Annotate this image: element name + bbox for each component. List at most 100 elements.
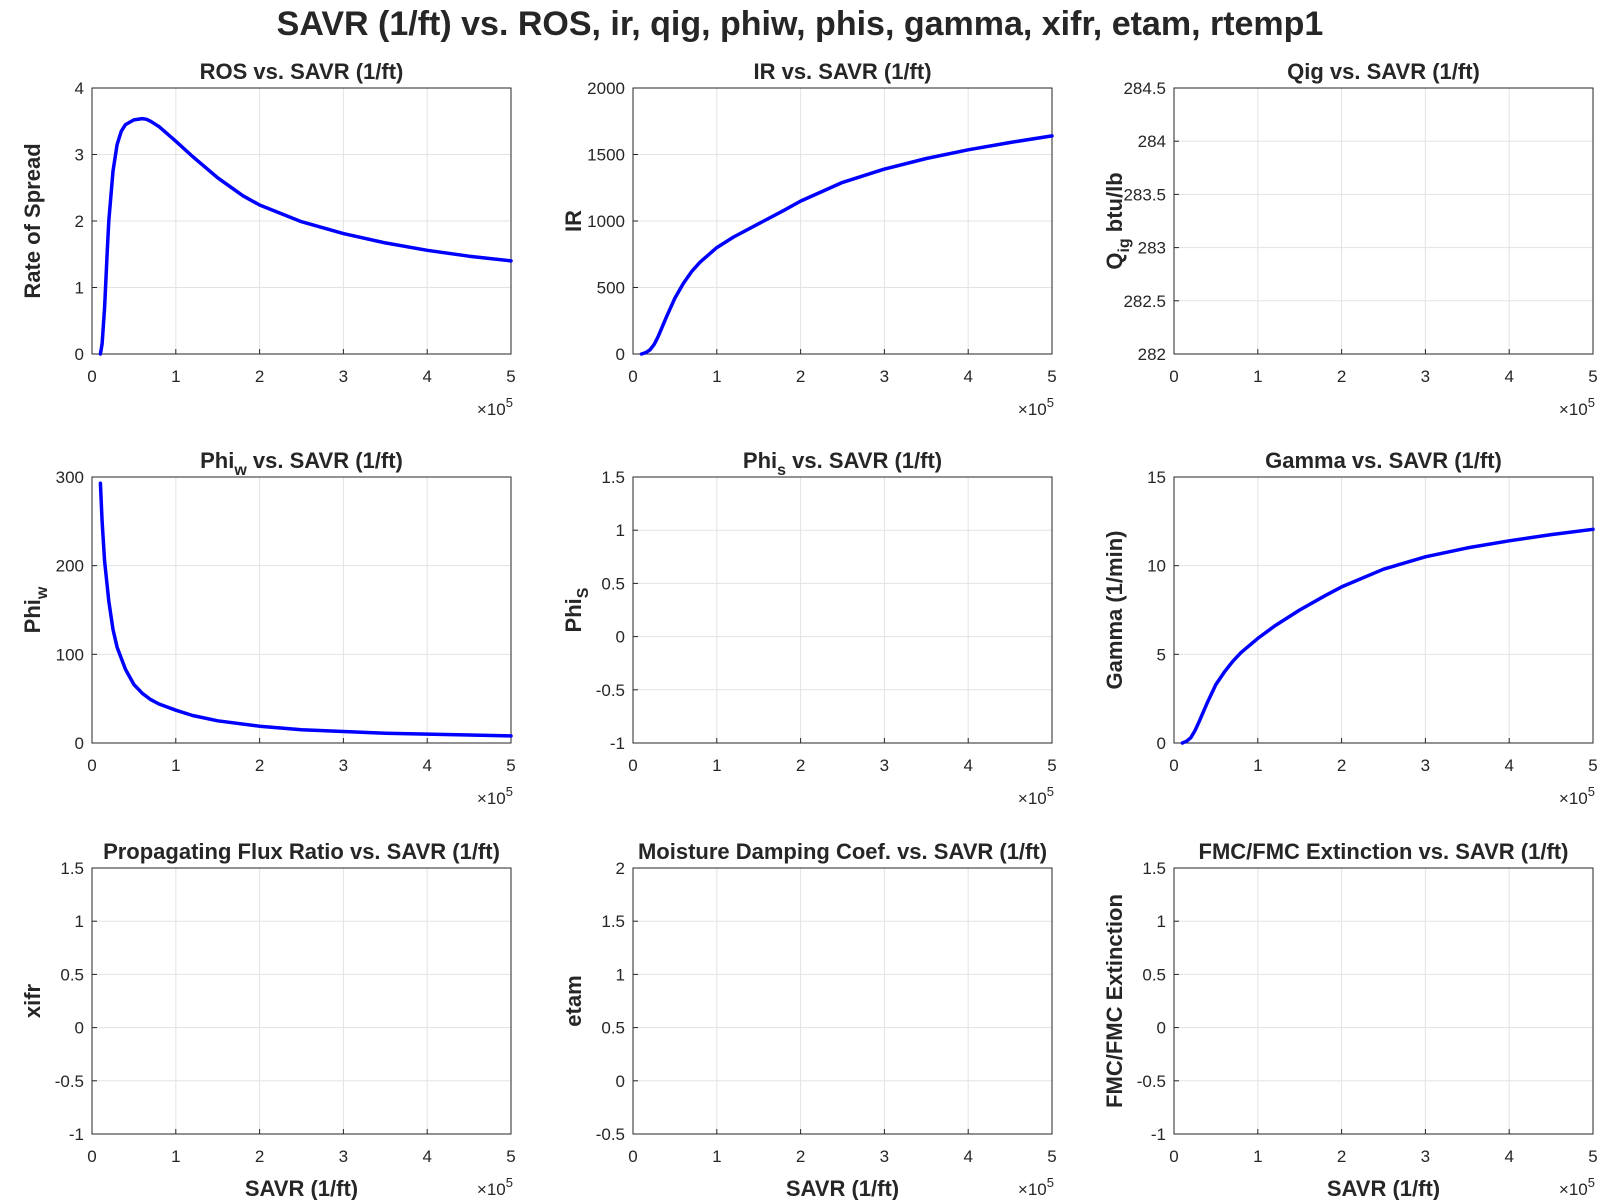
y-tick-label: 1	[616, 521, 625, 540]
y-tick-label: -0.5	[596, 681, 625, 700]
y-tick-label: 15	[1147, 468, 1166, 487]
x-tick-label: 4	[422, 756, 431, 775]
plot-border	[91, 476, 512, 744]
x-tick-label: 1	[171, 756, 180, 775]
x-exponent-label: ×105	[477, 784, 513, 808]
y-tick-label: 1500	[587, 146, 625, 165]
x-tick-label: 3	[339, 756, 348, 775]
y-axis-label: Rate of Spread	[20, 143, 45, 298]
y-tick-label: 1.5	[60, 859, 84, 878]
subplot-title: IR vs. SAVR (1/ft)	[753, 59, 931, 84]
y-tick-label: 1	[1157, 912, 1166, 931]
x-tick-label: 0	[1169, 756, 1178, 775]
x-tick-label: 5	[506, 367, 515, 386]
plot-border	[1173, 87, 1594, 355]
series-line	[639, 134, 1054, 356]
x-tick-label: 0	[628, 367, 637, 386]
x-exponent-label: ×105	[1018, 784, 1054, 808]
y-tick-label: 4	[75, 79, 84, 98]
x-tick-label: 0	[87, 1147, 96, 1166]
subplot-9: 0 1 2 3 4 5 -1 -0.5 0 0.5 1 1.5 ×105 FMC/FMC Extincti…	[1102, 839, 1598, 1200]
x-axis-label: SAVR (1/ft)	[245, 1176, 358, 1200]
x-tick-label: 3	[880, 1147, 889, 1166]
y-tick-label: -1	[69, 1125, 84, 1144]
y-tick-label: 0	[616, 345, 625, 364]
y-axis-label: etam	[561, 975, 586, 1026]
y-tick-label: 282.5	[1123, 292, 1166, 311]
y-tick-label: 1	[75, 912, 84, 931]
x-tick-label: 3	[880, 756, 889, 775]
subplot-2: 0 1 2 3 4 5 0 500 1000 1500 2000 ×105 IR vs. SAVR (1…	[561, 59, 1057, 419]
y-tick-label: 5	[1157, 645, 1166, 664]
y-tick-label: -1	[610, 734, 625, 753]
x-exponent-label: ×105	[1559, 1175, 1595, 1199]
x-tick-label: 2	[796, 1147, 805, 1166]
y-axis-label: IR	[561, 210, 586, 232]
x-tick-label: 2	[1337, 367, 1346, 386]
y-tick-label: 0	[75, 734, 84, 753]
plot-border	[632, 476, 1053, 744]
x-tick-label: 4	[422, 1147, 431, 1166]
x-axis-label: SAVR (1/ft)	[786, 1176, 899, 1200]
plot-border	[632, 87, 1053, 355]
x-tick-label: 0	[1169, 367, 1178, 386]
y-tick-label: -1	[1151, 1125, 1166, 1144]
x-tick-label: 5	[1047, 1147, 1056, 1166]
y-tick-label: 0	[75, 345, 84, 364]
figure-title: SAVR (1/ft) vs. ROS, ir, qig, phiw, phis…	[277, 5, 1324, 43]
x-exponent-label: ×105	[1018, 395, 1054, 419]
plot-border	[1173, 476, 1594, 744]
y-tick-label: 0.5	[601, 1019, 625, 1038]
y-tick-label: 1.5	[601, 912, 625, 931]
y-tick-label: -0.5	[596, 1125, 625, 1144]
y-tick-label: 0.5	[1142, 965, 1166, 984]
y-axis-label: PhiS	[561, 587, 592, 632]
series-line	[98, 116, 513, 356]
subplot-title: Gamma vs. SAVR (1/ft)	[1265, 448, 1502, 473]
x-tick-label: 4	[1504, 367, 1513, 386]
x-tick-label: 2	[255, 756, 264, 775]
x-tick-label: 1	[1253, 756, 1262, 775]
x-tick-label: 4	[422, 367, 431, 386]
x-tick-label: 0	[87, 756, 96, 775]
x-tick-label: 5	[1588, 1147, 1597, 1166]
x-exponent-label: ×105	[1018, 1175, 1054, 1199]
plot-border	[91, 87, 512, 355]
x-tick-label: 5	[1047, 367, 1056, 386]
y-axis-label: Qig btu/lb	[1102, 172, 1133, 269]
x-tick-label: 3	[880, 367, 889, 386]
x-tick-label: 5	[1588, 756, 1597, 775]
x-exponent-label: ×105	[1559, 395, 1595, 419]
x-tick-label: 1	[712, 367, 721, 386]
y-tick-label: 0	[616, 1072, 625, 1091]
subplot-6: 0 1 2 3 4 5 0 5 10 15 ×105 Gamma vs. SAVR (1/ft) Gam…	[1102, 448, 1598, 808]
x-tick-label: 4	[1504, 1147, 1513, 1166]
x-tick-label: 1	[171, 367, 180, 386]
y-tick-label: 0	[1157, 1019, 1166, 1038]
y-tick-label: 1	[75, 279, 84, 298]
plot-area	[632, 476, 1053, 744]
plot-area	[91, 476, 512, 744]
subplot-title: Propagating Flux Ratio vs. SAVR (1/ft)	[103, 839, 500, 864]
subplot-title: Phiw vs. SAVR (1/ft)	[200, 448, 403, 479]
x-tick-label: 0	[1169, 1147, 1178, 1166]
y-tick-label: -0.5	[1137, 1072, 1166, 1091]
y-axis-label: xifr	[20, 983, 45, 1018]
y-tick-label: 0	[1157, 734, 1166, 753]
y-axis-label: FMC/FMC Extinction	[1102, 894, 1127, 1108]
x-tick-label: 1	[171, 1147, 180, 1166]
x-tick-label: 1	[1253, 1147, 1262, 1166]
y-tick-label: 1000	[587, 212, 625, 231]
x-tick-label: 2	[1337, 756, 1346, 775]
x-tick-label: 2	[1337, 1147, 1346, 1166]
y-tick-label: 3	[75, 146, 84, 165]
x-tick-label: 5	[506, 756, 515, 775]
subplot-title: Moisture Damping Coef. vs. SAVR (1/ft)	[638, 839, 1047, 864]
x-exponent-label: ×105	[477, 395, 513, 419]
x-tick-label: 3	[1421, 1147, 1430, 1166]
plot-area	[1173, 87, 1594, 355]
y-axis-label: Gamma (1/min)	[1102, 531, 1127, 690]
y-tick-label: 1	[616, 965, 625, 984]
y-tick-label: 283.5	[1123, 185, 1166, 204]
plot-area	[91, 867, 512, 1135]
